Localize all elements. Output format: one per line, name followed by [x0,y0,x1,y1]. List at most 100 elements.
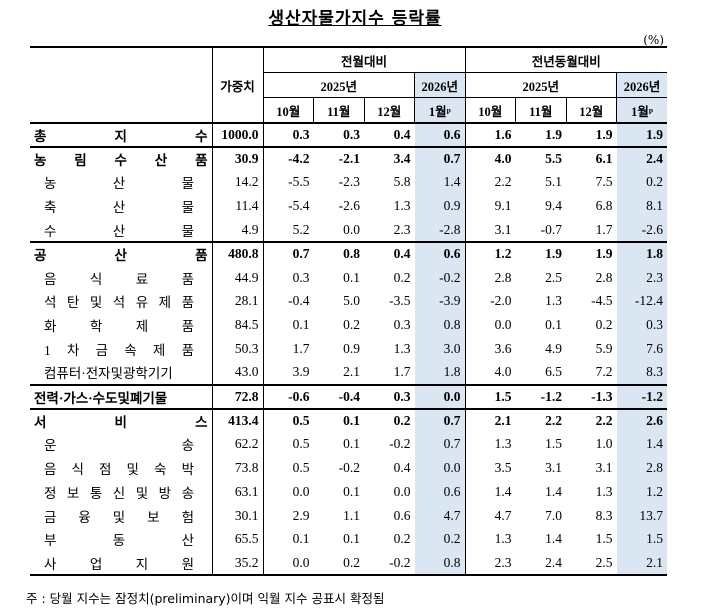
row-label: 서 비 스 [34,414,208,430]
mom-value-cell: 0.0 [292,483,310,499]
table-body: 총 지 수 1000.0 0.3 0.3 0.4 0.6 1.6 1.9 1.9 1.9 농 림 수… [30,122,668,577]
yoy-value-cell: 2.2 [515,407,567,433]
yoy-value-cell: 1.2 [616,479,668,504]
yoy-value-cell: 5.9 [595,341,613,357]
table-row: 음 식 료 품 44.9 0.3 0.1 0.2 -0.2 2.8 2.5 2.8 2.3 [30,265,668,290]
table-row: 축 산 물 11.4 -5.4 -2.6 1.3 0.9 9.1 9.4 6.8 8.1 [30,194,668,219]
mom-value-cell: 3.9 [263,360,314,386]
mom-value-cell: 2.3 [364,218,415,243]
yoy-value-cell: 8.3 [595,507,613,523]
mom-value-cell: 5.2 [263,218,314,243]
table-row: 컴퓨터·전자및광학기기 43.0 3.9 2.1 1.7 1.8 4.0 6.5 7.2 8.3 [30,360,668,386]
yoy-value-cell: -2.0 [490,293,512,309]
yoy-value-cell: 1.5 [616,527,668,552]
mom-value-cell: 0.1 [313,407,364,433]
mom-value-cell: 0.5 [292,436,310,452]
yoy-value-cell: 2.4 [515,551,567,577]
weight-cell: 4.9 [212,218,264,243]
row-label: 석 탄 및 석 유 제 품 [44,295,194,311]
mom-value-cell: -0.2 [364,551,415,577]
yoy-value-cell: 3.5 [494,460,512,476]
row-label: 사 업 지 원 [44,556,194,572]
yoy-value-cell: -1.2 [515,383,567,409]
yoy-value-cell: -4.5 [591,293,613,309]
row-label: 축 산 물 [44,200,194,216]
mom-value-cell: -0.6 [263,383,314,409]
table-row: 석 탄 및 석 유 제 품 28.1 -0.4 5.0 -3.5 -3.9 -2.0 1.3 -… [30,289,668,314]
mom-value-cell: 0.6 [414,122,466,147]
weight-cell: 63.1 [212,479,264,504]
yoy-value-cell: 1.4 [616,432,668,457]
mom-value-cell: 0.2 [364,407,415,433]
yoy-value-cell: 1.9 [515,240,567,266]
yoy-value-cell: 1.3 [494,531,512,547]
yoy-value-cell: 3.1 [545,460,563,476]
page-title: 생산자물가지수 등락률 [268,9,442,29]
row-label-cell: 농 림 수 산 품 [30,145,213,171]
header-month: 1월ᵖ [616,97,668,124]
mom-value-cell: 0.8 [414,551,466,577]
yoy-value-cell: 1.4 [545,531,563,547]
mom-value-cell: 0.4 [364,122,415,147]
yoy-value-cell: 6.5 [515,360,567,386]
yoy-value-cell: 1.5 [595,531,613,547]
mom-value-cell: 0.2 [393,531,411,547]
mom-value-cell: 0.9 [414,194,466,219]
row-label-cell: 컴퓨터·전자및광학기기 [30,360,213,386]
row-label: 음 식 료 품 [44,271,194,287]
weight-cell: 14.2 [212,170,264,195]
table-row: 화 학 제 품 84.5 0.1 0.2 0.3 0.8 0.0 0.1 0.2 0.3 [30,313,668,338]
mom-value-cell: 0.2 [313,551,364,577]
yoy-value-cell: 1.9 [616,122,668,147]
mom-value-cell: 0.7 [414,432,466,457]
yoy-value-cell: 4.7 [494,507,512,523]
table-row: 정 보 통 신 및 방 송 63.1 0.0 0.1 0.0 0.6 1.4 1.4 1.3 1.… [30,479,668,504]
yoy-value-cell: 6.8 [595,198,613,214]
mom-value-cell: 1.3 [393,341,411,357]
weight-cell: 35.2 [212,551,264,577]
mom-value-cell: -3.5 [389,293,411,309]
row-label-cell: 공 산 품 [30,240,213,266]
mom-value-cell: 0.3 [313,122,364,147]
row-label-cell: 석 탄 및 석 유 제 품 [30,289,213,314]
mom-value-cell: 0.0 [393,483,411,499]
row-label: 전력·가스·수도및폐기물 [34,390,168,406]
mom-value-cell: 0.2 [343,317,360,333]
header-month: 10월 [263,97,314,124]
mom-value-cell: 0.4 [364,240,415,266]
header-yoy-2026: 2026년 [616,72,668,98]
mom-value-cell: 0.4 [393,460,411,476]
mom-value-cell: 3.4 [364,145,415,171]
row-label: 농 산 물 [44,176,194,192]
row-label-cell: 운 송 [30,432,213,457]
yoy-value-cell: 2.8 [616,456,668,480]
mom-value-cell: 0.6 [393,507,411,523]
mom-value-cell: -2.1 [313,145,364,171]
yoy-value-cell: 2.3 [616,265,668,290]
yoy-value-cell: 1.2 [465,240,516,266]
header-month: 10월 [465,97,517,124]
weight-cell: 28.1 [212,289,264,314]
yoy-value-cell: 7.6 [616,337,668,361]
header-month: 12월 [364,97,415,124]
mom-value-cell: -5.5 [288,174,310,190]
weight-cell: 480.8 [212,240,264,266]
yoy-value-cell: 3.1 [595,460,613,476]
header-mom: 전월대비 [263,46,466,73]
row-label-cell: 금 융 및 보 험 [30,503,213,528]
mom-value-cell: 5.8 [393,174,411,190]
row-label: 수 산 물 [44,223,194,239]
yoy-value-cell: 1.9 [566,240,617,266]
mom-value-cell: 2.9 [292,507,310,523]
header-item [30,46,213,124]
row-label: 화 학 제 품 [44,319,194,335]
yoy-value-cell: 1.0 [595,436,613,452]
weight-cell: 413.4 [212,407,264,433]
mom-value-cell: 0.3 [263,122,314,147]
mom-value-cell: 0.1 [343,269,360,285]
row-label: 컴퓨터·전자및광학기기 [44,366,173,382]
yoy-value-cell: 1.6 [465,122,516,147]
yoy-value-cell: 5.5 [515,145,567,171]
header-yoy-2025: 2025년 [465,72,618,98]
mom-value-cell: 5.0 [343,293,360,309]
